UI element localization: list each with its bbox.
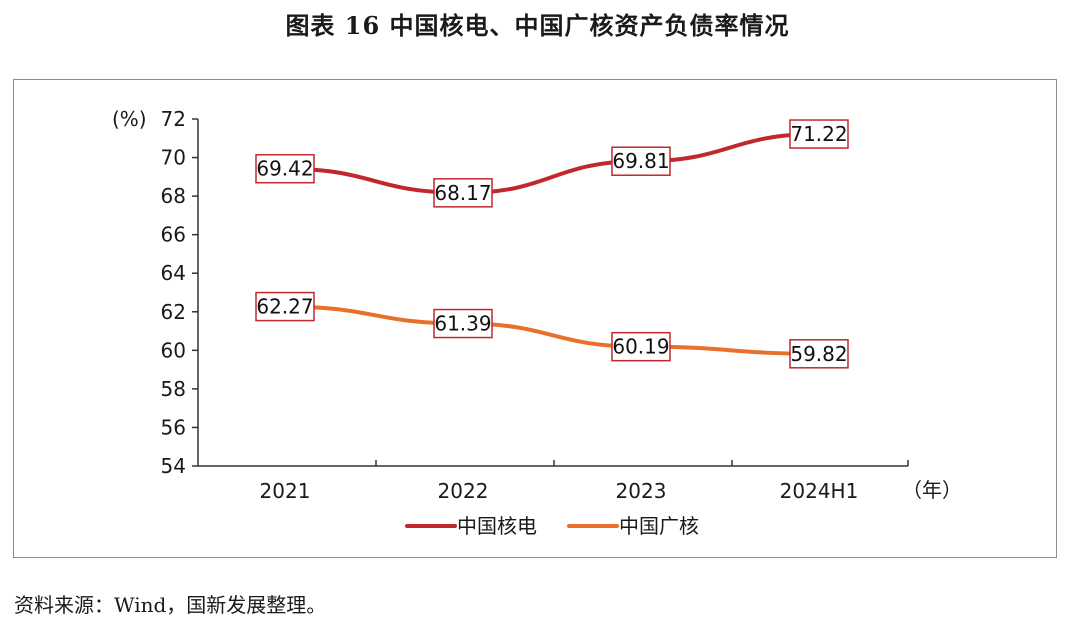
data-label: 62.27 [256,295,313,319]
y-tick-label: 70 [161,146,186,170]
y-tick-label: 58 [161,377,186,401]
data-label-box [255,153,315,184]
y-tick-label: 54 [161,454,186,478]
y-tick-label: 72 [161,107,186,131]
legend-label: 中国广核 [619,514,699,538]
y-tick-label: 66 [161,223,186,247]
legend-label: 中国核电 [457,514,537,538]
data-label: 71.22 [790,122,847,146]
data-labels: 69.42 68.17 69.81 71.22 62.27 61.39 60.19 59.82 [255,119,849,369]
data-label: 61.39 [434,312,491,336]
data-label-box [611,331,671,362]
data-label: 68.17 [434,181,491,205]
chart-frame [13,79,1057,558]
series-line-0 [283,132,821,195]
data-label-box [433,308,493,339]
data-label-box [789,119,849,149]
x-tick-label: 2021 [260,479,311,503]
x-tick-label: 2023 [616,479,667,503]
figure-title: 图表 16 中国核电、中国广核资产负债率情况 [285,11,790,40]
y-tick-label: 64 [161,261,186,285]
x-tick-label: 2022 [438,479,489,503]
y-tick-label: 56 [161,415,186,439]
y-tick-label: 68 [161,184,186,208]
data-label-box [611,146,671,176]
data-label-box [789,339,849,369]
x-tick-label: 2024H1 [780,479,859,503]
source-note: 资料来源：Wind，国新发展整理。 [14,593,327,617]
data-label: 59.82 [790,342,847,366]
series-layer [283,132,821,356]
data-label: 69.42 [256,157,313,181]
y-axis-unit: (%) [112,107,147,131]
series-line-1 [283,304,821,356]
data-label-box [255,291,315,322]
data-label: 60.19 [612,335,669,359]
data-label-box [433,178,493,208]
x-axis-unit: （年） [902,478,962,502]
y-tick-label: 60 [161,338,186,362]
legend: 中国核电 中国广核 [405,514,699,538]
y-tick-label: 62 [161,300,186,324]
data-label: 69.81 [612,149,669,173]
axes: 54 56 58 60 62 64 66 68 70 72 (%) 2021 2022 2023 2024H… [112,107,962,503]
